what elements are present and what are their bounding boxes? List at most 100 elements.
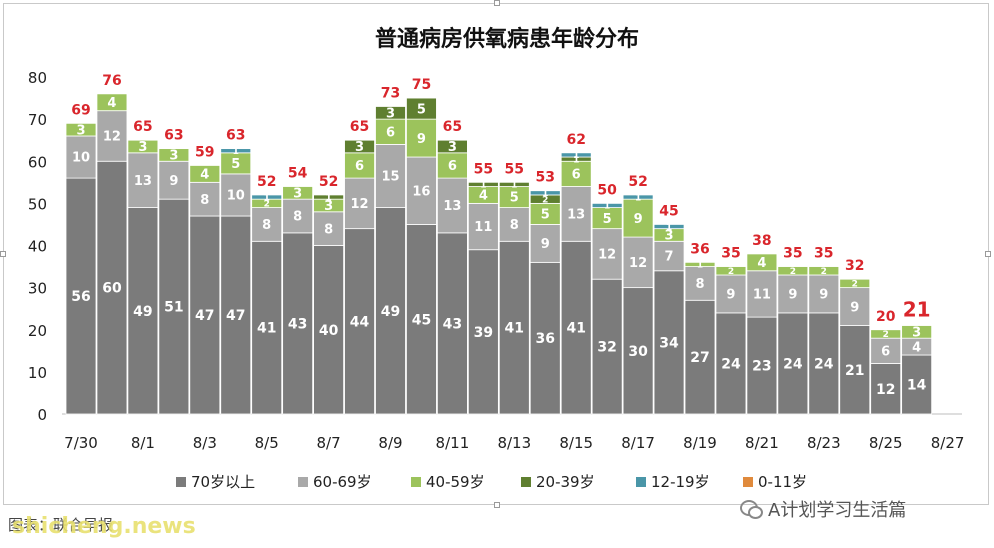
bar-segment (436, 177, 468, 234)
segment-value-label: 6 (881, 344, 890, 359)
bar-segment (375, 106, 406, 120)
segment-value-label: 4 (479, 189, 488, 204)
y-tick-label: 50 (28, 195, 47, 213)
y-tick-label: 40 (28, 238, 47, 256)
bar-segment (158, 198, 190, 415)
x-tick-label: 8/21 (745, 434, 779, 452)
bar-segment (436, 232, 468, 415)
segment-labels: 5610360124491335193478447105141821438340… (71, 96, 926, 398)
y-tick-label: 60 (28, 153, 47, 171)
bar-segment (684, 261, 716, 267)
segment-value-label: 10 (227, 189, 245, 204)
segment-value-label: 27 (690, 350, 709, 366)
bar-segment (808, 274, 840, 314)
legend-swatch (298, 477, 308, 487)
bar-segment (529, 261, 561, 415)
segment-value-label: 3 (293, 187, 302, 202)
y-tick-label: 10 (28, 364, 47, 382)
segment-value-label: 24 (783, 356, 803, 372)
total-value-label: 52 (628, 174, 647, 190)
segment-value-label: 5 (541, 208, 550, 223)
segment-value-label: 21 (845, 363, 864, 379)
bar-segment (375, 143, 406, 208)
y-tick-label: 0 (37, 406, 47, 424)
bar-segment (96, 160, 128, 415)
total-value-label: 53 (536, 170, 555, 186)
segment-value-label: 24 (814, 356, 834, 372)
resize-handle-left[interactable] (0, 251, 6, 257)
legend-label: 40-59岁 (426, 473, 485, 491)
y-tick-label: 70 (28, 111, 47, 129)
bar-segment (220, 173, 252, 217)
resize-handle-top[interactable] (494, 0, 500, 6)
segment-value-label: 3 (912, 326, 921, 341)
segment-value-label: 11 (753, 288, 771, 303)
segment-value-label: 9 (417, 132, 426, 147)
bar-segment (529, 190, 561, 196)
total-value-label: 38 (752, 233, 771, 249)
bar-segment (746, 270, 778, 318)
segment-value-label: 5 (417, 102, 426, 117)
total-value-label: 21 (903, 298, 931, 322)
legend-swatch (176, 477, 186, 487)
account-name: A计划学习生活篇 (768, 500, 907, 521)
bar-segment (560, 186, 592, 242)
segment-value-label: 2 (790, 267, 796, 277)
segment-value-label: 47 (226, 308, 245, 324)
segment-value-label: 4 (200, 168, 209, 183)
total-value-label: 35 (814, 246, 833, 262)
bar-segment (777, 274, 809, 314)
total-value-label: 35 (721, 246, 740, 262)
segment-value-label: 3 (76, 123, 85, 138)
bar-segment (344, 228, 375, 415)
x-tick-label: 8/5 (255, 434, 279, 452)
segment-value-label: 5 (231, 157, 240, 172)
segment-value-label: 13 (134, 174, 152, 189)
segment-value-label: 12 (351, 197, 369, 212)
segment-value-label: 8 (695, 277, 704, 292)
total-value-label: 52 (257, 174, 276, 190)
bar-segment (251, 194, 283, 200)
segment-value-label: 12 (598, 248, 616, 263)
bar-segment (839, 278, 871, 289)
bar-segment (344, 152, 375, 179)
resize-handle-right[interactable] (985, 251, 991, 257)
segment-value-label: 1 (573, 151, 579, 161)
legend-label: 20-39岁 (536, 473, 595, 491)
bar-segment (282, 186, 314, 200)
segment-value-label: 60 (102, 281, 122, 297)
bar-segment (715, 266, 747, 276)
segment-value-label: 1 (233, 147, 239, 157)
x-tick-label: 8/11 (436, 434, 470, 452)
resize-handle-bottom[interactable] (494, 502, 500, 508)
bar-segment (808, 266, 840, 276)
bar-segment (715, 312, 747, 415)
total-value-label: 65 (443, 119, 462, 135)
x-tick-label: 8/17 (621, 434, 655, 452)
segment-value-label: 14 (907, 378, 927, 394)
bar-segment (560, 160, 592, 187)
segment-value-label: 16 (412, 184, 430, 199)
wechat-icon (740, 500, 763, 519)
segment-value-label: 2 (264, 200, 270, 210)
segment-value-label: 9 (169, 174, 178, 189)
bar-segment (282, 198, 314, 234)
total-value-label: 52 (319, 174, 338, 190)
x-axis: 7/30 8/1 8/3 8/5 8/7 8/9 8/11 8/13 8/15 8/17 8/19 8… (62, 413, 964, 452)
x-tick-label: 8/3 (193, 434, 217, 452)
segment-value-label: 24 (721, 356, 741, 372)
total-value-label: 54 (288, 166, 308, 182)
total-value-label: 63 (164, 128, 183, 144)
segment-value-label: 49 (381, 304, 400, 320)
total-value-label: 73 (381, 85, 400, 101)
bar-segment (622, 194, 654, 200)
total-value-label: 69 (71, 102, 90, 118)
x-tick-label: 8/9 (378, 434, 402, 452)
legend-swatch (743, 477, 753, 487)
bar-segment (498, 240, 530, 415)
y-tick-label: 80 (28, 69, 47, 87)
segment-value-label: 12 (629, 256, 647, 271)
segment-value-label: 45 (412, 312, 431, 328)
bar-segment (96, 110, 128, 162)
